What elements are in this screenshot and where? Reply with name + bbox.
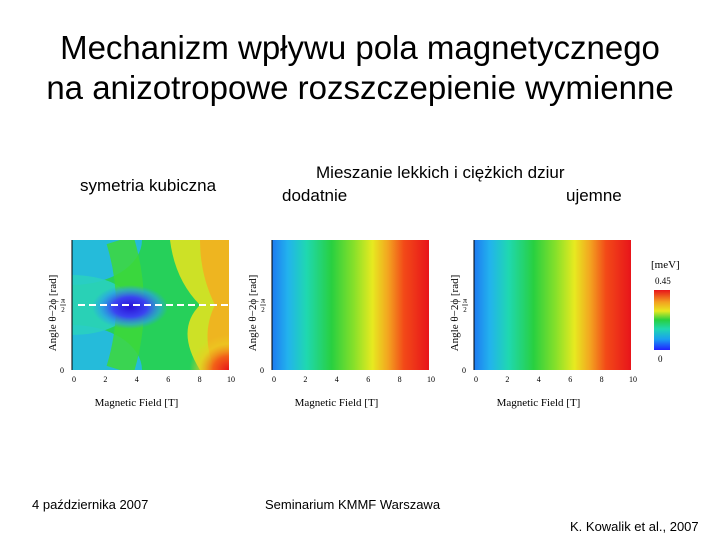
- y-tick-two: 2: [61, 306, 65, 314]
- y-axis-label: Angle θ−2ϕ [rad]: [47, 275, 59, 352]
- heatmap-positive-area: [272, 240, 429, 370]
- x-tick-label: 8: [600, 375, 604, 384]
- x-tick-label: 6: [366, 375, 370, 384]
- slide-title: Mechanizm wpływu pola magnetycznego na a…: [0, 28, 720, 108]
- y-tick-label: 0: [60, 366, 64, 375]
- x-tick-label: 10: [227, 375, 235, 384]
- x-tick-label: 6: [568, 375, 572, 384]
- x-tick-label: 4: [335, 375, 339, 384]
- x-axis-label: Magnetic Field [T]: [95, 397, 179, 409]
- footer-date: 4 października 2007: [32, 497, 149, 512]
- label-hole-mixing: Mieszanie lekkich i ciężkich dziur: [316, 163, 565, 182]
- title-line-2: na anizotropowe rozszczepienie wymienne: [46, 69, 674, 106]
- label-cubic-symmetry: symetria kubiczna: [80, 176, 217, 195]
- x-tick-label: 10: [629, 375, 637, 384]
- colorbar-unit: [meV]: [651, 259, 680, 271]
- x-tick-label: 6: [166, 375, 170, 384]
- colorbar-min-label: 0: [658, 354, 663, 364]
- colorbar: [meV] 0.45 0: [651, 259, 680, 364]
- x-tick-label: 0: [474, 375, 478, 384]
- y-tick-pi: π: [61, 296, 65, 305]
- y-tick-label: 0: [462, 366, 466, 375]
- x-tick-label: 8: [398, 375, 402, 384]
- label-positive: dodatnie: [282, 186, 348, 205]
- y-tick-label: 0: [260, 366, 264, 375]
- y-axis-label: Angle θ−2ϕ [rad]: [247, 275, 259, 352]
- x-tick-label: 0: [272, 375, 276, 384]
- x-axis-label: Magnetic Field [T]: [497, 397, 581, 409]
- x-tick-label: 0: [72, 375, 76, 384]
- x-tick-label: 2: [505, 375, 509, 384]
- x-tick-label: 2: [103, 375, 107, 384]
- title-line-1: Mechanizm wpływu pola magnetycznego: [60, 29, 660, 66]
- heatmap-panel-positive: [271, 240, 429, 370]
- heatmap-cubic-minimum: [92, 285, 168, 329]
- label-negative: ujemne: [566, 186, 622, 205]
- colorbar-max-label: 0.45: [655, 276, 671, 286]
- footer-credit: K. Kowalik et al., 2007: [570, 519, 699, 534]
- footer-seminar: Seminarium KMMF Warszawa: [265, 497, 441, 512]
- x-tick-label: 10: [427, 375, 435, 384]
- x-tick-label: 2: [303, 375, 307, 384]
- heatmap-panel-cubic: [71, 240, 229, 370]
- y-axis-label: Angle θ−2ϕ [rad]: [449, 275, 461, 352]
- x-tick-label: 4: [135, 375, 139, 384]
- x-tick-label: 8: [198, 375, 202, 384]
- x-tick-label: 4: [537, 375, 541, 384]
- y-tick-pi: π: [261, 296, 265, 305]
- y-tick-pi: π: [463, 296, 467, 305]
- heatmap-panel-negative: [473, 240, 631, 370]
- colorbar-gradient: [654, 290, 670, 350]
- y-tick-two: 2: [261, 306, 265, 314]
- heatmap-negative-area: [474, 240, 631, 370]
- y-tick-two: 2: [463, 306, 467, 314]
- x-axis-label: Magnetic Field [T]: [295, 397, 379, 409]
